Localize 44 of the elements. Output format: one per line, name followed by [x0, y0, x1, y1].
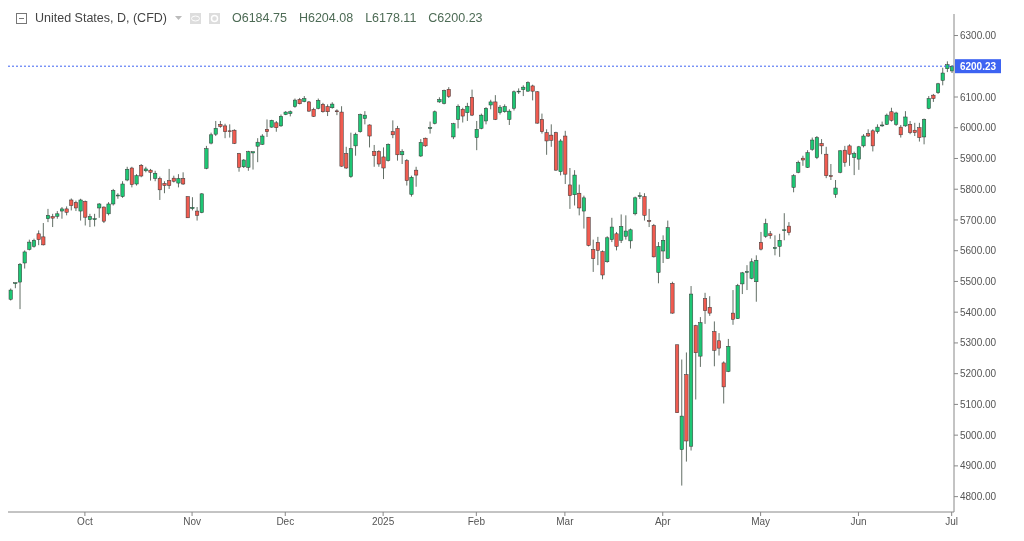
- y-tick-label: 5100.00: [960, 398, 997, 410]
- y-tick-label: 5400.00: [960, 306, 997, 318]
- x-tick-label: Apr: [654, 516, 672, 528]
- annotation: C6200.23: [428, 11, 483, 25]
- x-tick-label: Mar: [556, 516, 575, 528]
- x-tick-label: 2025: [372, 516, 395, 528]
- y-tick-label: 6300.00: [960, 30, 997, 42]
- candlestick: [372, 144, 377, 168]
- candlestick: [782, 212, 787, 241]
- y-tick-label: 4900.00: [960, 460, 997, 472]
- candlestick: [474, 120, 479, 151]
- x-tick-label: Jun: [850, 516, 867, 528]
- y-tick-label: 6100.00: [960, 91, 997, 103]
- candlestick: [777, 233, 782, 258]
- candlestick: [92, 213, 97, 227]
- ref-line-label: 6200.23: [959, 61, 997, 73]
- x-tick-label: Dec: [276, 516, 295, 528]
- candlestick: [847, 143, 852, 167]
- x-tick-label: Jul: [945, 516, 959, 528]
- x-tick-label: Oct: [77, 516, 93, 528]
- candlestick: [824, 146, 829, 179]
- annotation: O6184.75: [231, 11, 287, 25]
- y-tick-label: 5900.00: [960, 153, 997, 165]
- y-tick-label: 5600.00: [960, 245, 997, 257]
- x-tick-label: Nov: [183, 516, 201, 528]
- y-tick-label: 5800.00: [960, 183, 997, 195]
- x-tick-label: Feb: [467, 516, 486, 528]
- y-tick-label: 6000.00: [960, 122, 997, 134]
- x-tick-label: May: [751, 516, 771, 528]
- annotation: L6178.11: [365, 11, 417, 25]
- y-tick-label: 4800.00: [960, 491, 997, 503]
- annotation: H6204.08: [298, 11, 354, 25]
- candlestick: [786, 221, 791, 236]
- y-tick-label: 5300.00: [960, 337, 997, 349]
- candlestick: [791, 173, 796, 193]
- candlestick: [591, 239, 596, 273]
- candlestick: [712, 321, 717, 367]
- chart-title: United States, D, (CFD): [35, 11, 167, 25]
- y-tick-label: 5700.00: [960, 214, 997, 226]
- candlestick: [367, 123, 372, 148]
- y-tick-label: 5000.00: [960, 429, 997, 441]
- y-tick-label: 5500.00: [960, 275, 997, 287]
- y-tick-label: 5200.00: [960, 368, 997, 380]
- candlestick: [819, 138, 824, 155]
